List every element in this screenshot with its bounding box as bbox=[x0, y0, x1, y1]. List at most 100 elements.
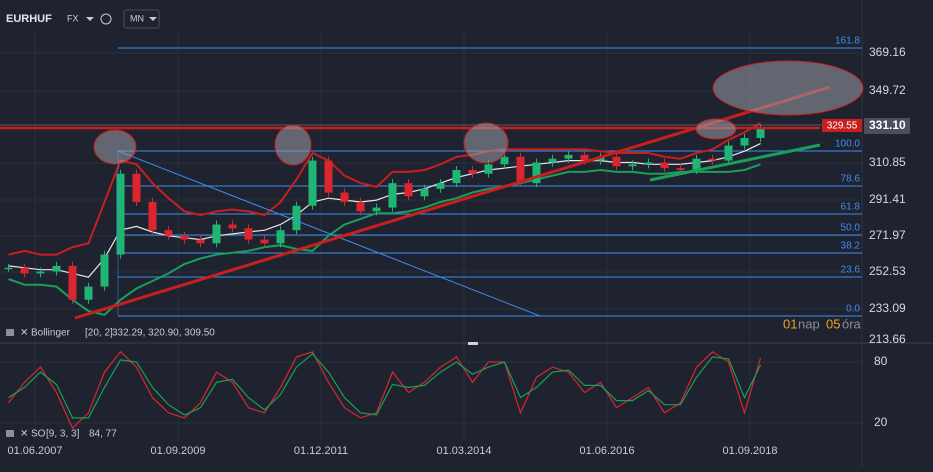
so-d bbox=[8, 352, 762, 419]
info-icon[interactable] bbox=[100, 13, 112, 25]
fib-label: 78.6 bbox=[841, 174, 861, 185]
fib-label: 61.8 bbox=[841, 202, 861, 213]
stochastic bbox=[8, 350, 762, 430]
candle bbox=[532, 162, 541, 184]
candle bbox=[580, 154, 589, 161]
y-tick-label: 271.97 bbox=[869, 228, 906, 242]
period[interactable]: MN bbox=[130, 13, 144, 23]
bb-name: Bollinger bbox=[31, 328, 71, 339]
fib-label: 50.0 bbox=[841, 223, 861, 234]
highlights bbox=[93, 60, 864, 166]
candle bbox=[164, 230, 173, 236]
y-tick-label: 20 bbox=[874, 415, 888, 429]
candle bbox=[724, 145, 733, 161]
symbol[interactable]: EURHUF bbox=[6, 13, 52, 25]
bb-mid bbox=[8, 143, 761, 278]
y-tick-label: 349.72 bbox=[869, 83, 906, 97]
period-box[interactable] bbox=[123, 9, 160, 29]
market[interactable]: FX bbox=[67, 13, 79, 23]
candle bbox=[340, 192, 349, 202]
x-tick-label: 01.03.2014 bbox=[436, 445, 491, 457]
fib-label: 100.0 bbox=[835, 139, 860, 150]
candle bbox=[244, 228, 253, 240]
indicator-icon[interactable] bbox=[6, 430, 14, 437]
candle bbox=[420, 188, 429, 197]
timer-days-unit: nap bbox=[798, 316, 820, 331]
candle bbox=[452, 169, 461, 184]
y-tick-label: 213.66 bbox=[869, 332, 906, 346]
y-tick-label: 310.85 bbox=[869, 155, 906, 169]
candle bbox=[356, 201, 365, 212]
fib-diagonal bbox=[117, 150, 541, 317]
candle bbox=[500, 156, 509, 165]
y-tick-label: 233.09 bbox=[869, 301, 906, 315]
candle bbox=[708, 158, 717, 161]
candle bbox=[484, 164, 493, 174]
candle bbox=[4, 267, 13, 270]
fib-label: 23.6 bbox=[841, 265, 861, 276]
fib-label: 161.8 bbox=[835, 36, 860, 47]
timer-hours: 05 bbox=[826, 316, 840, 331]
x-tick-label: 01.06.2016 bbox=[579, 445, 634, 457]
dropdown-arrow[interactable] bbox=[86, 17, 94, 21]
candles bbox=[4, 124, 765, 304]
so-k bbox=[8, 350, 762, 430]
timer-days: 01 bbox=[783, 316, 797, 331]
x-tick-label: 01.12.2011 bbox=[294, 445, 348, 457]
candle bbox=[388, 183, 397, 208]
candle bbox=[20, 267, 29, 274]
candle bbox=[36, 271, 45, 274]
y-tick-label: 369.16 bbox=[869, 45, 906, 59]
y-tick-label: 291.41 bbox=[869, 192, 906, 206]
x-tick-label: 01.09.2009 bbox=[150, 445, 205, 457]
candle bbox=[676, 168, 685, 170]
candle bbox=[100, 254, 109, 287]
candle bbox=[228, 224, 237, 229]
y-tick-label: 80 bbox=[874, 354, 888, 368]
dropdown-arrow[interactable] bbox=[149, 17, 157, 21]
candle bbox=[548, 158, 557, 163]
so-params: [9, 3, 3] bbox=[46, 429, 80, 440]
last-price-bg bbox=[864, 118, 910, 134]
timer-hours-unit: óra bbox=[842, 316, 862, 331]
y-tick-label: 252.53 bbox=[869, 264, 906, 278]
last-price: 331.10 bbox=[869, 118, 906, 132]
candle bbox=[468, 169, 477, 174]
candle bbox=[372, 207, 381, 212]
candle bbox=[68, 265, 77, 300]
indicator-icon[interactable] bbox=[6, 329, 14, 336]
price-tag-bg bbox=[822, 119, 862, 132]
candle bbox=[404, 183, 413, 197]
panel-handle[interactable] bbox=[468, 342, 478, 345]
bb-lower bbox=[8, 163, 761, 316]
support-line bbox=[649, 143, 821, 182]
candle bbox=[148, 201, 157, 231]
candle bbox=[52, 265, 61, 272]
candle bbox=[260, 239, 269, 244]
candle bbox=[116, 173, 125, 255]
close-x[interactable]: ✕ bbox=[20, 328, 28, 339]
candle bbox=[692, 158, 701, 170]
close-x[interactable]: ✕ bbox=[20, 429, 28, 440]
x-tick-label: 01.06.2007 bbox=[7, 445, 62, 457]
candle bbox=[644, 162, 653, 165]
candle bbox=[436, 183, 445, 189]
candle bbox=[196, 239, 205, 244]
candle bbox=[308, 160, 317, 206]
candle bbox=[516, 156, 525, 184]
candle bbox=[612, 156, 621, 167]
candle bbox=[132, 173, 141, 202]
candle bbox=[564, 154, 573, 159]
candle bbox=[740, 137, 749, 146]
fib-label: 38.2 bbox=[841, 241, 861, 252]
bb-upper bbox=[8, 122, 762, 256]
candle bbox=[660, 162, 669, 169]
bb-values: 332.29, 320.90, 309.50 bbox=[112, 328, 215, 339]
candle bbox=[292, 205, 301, 231]
candle bbox=[84, 286, 93, 300]
bb-params: [20, 2] bbox=[85, 328, 113, 339]
so-values: 84, 77 bbox=[89, 429, 117, 440]
candle bbox=[324, 160, 333, 193]
